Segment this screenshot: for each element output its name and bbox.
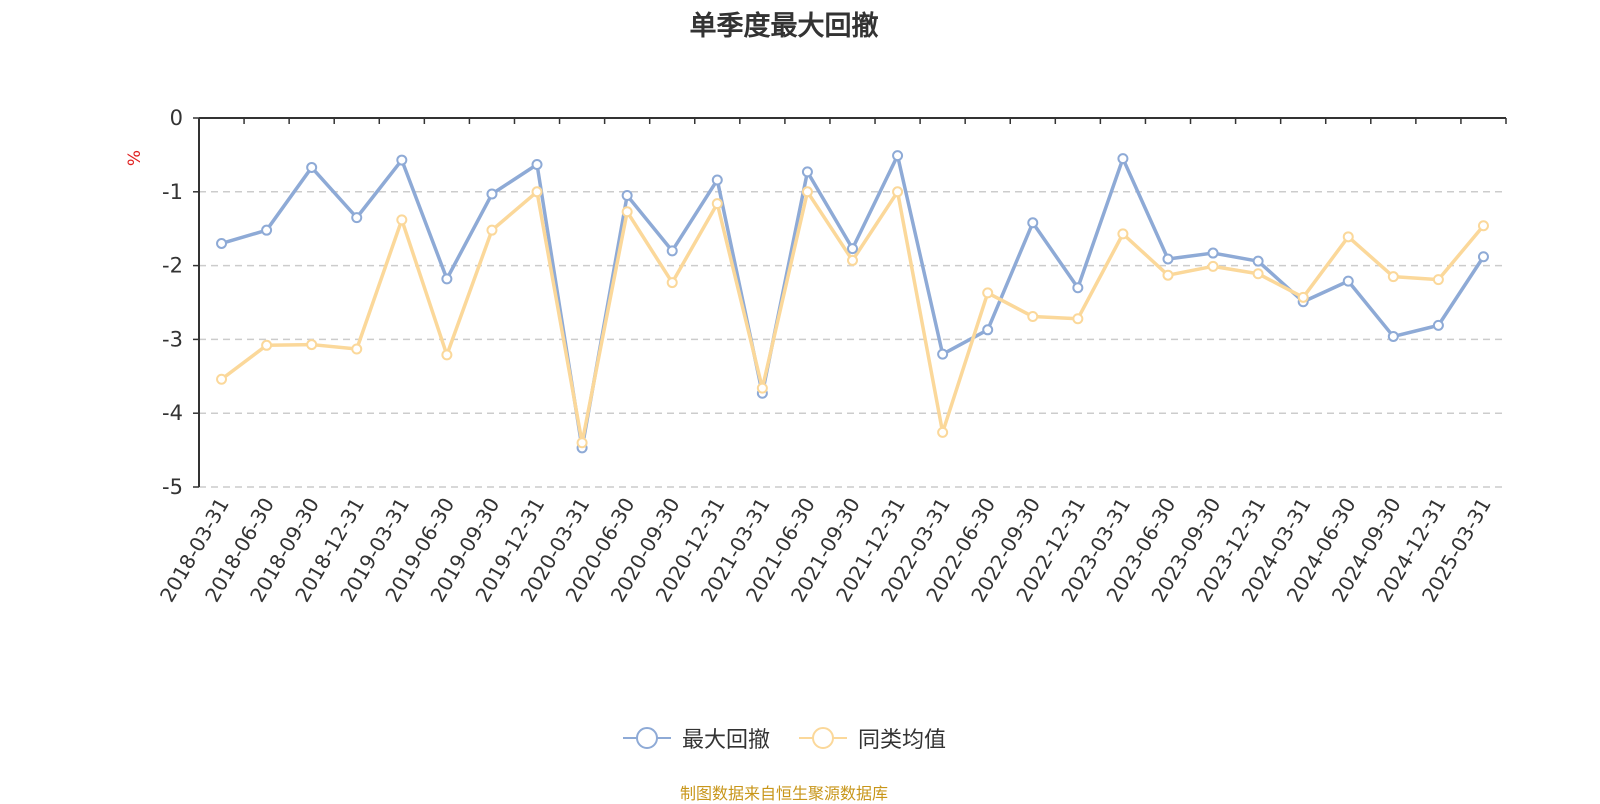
data-point[interactable] (486, 188, 498, 200)
data-point[interactable] (1117, 228, 1129, 240)
y-tick-label: 0 (170, 106, 183, 130)
source-note: 制图数据来自恒生聚源数据库 (679, 784, 888, 803)
data-point[interactable] (621, 189, 633, 201)
legend-swatch (622, 727, 671, 749)
y-tick-label: -2 (162, 254, 183, 278)
data-point[interactable] (531, 186, 543, 198)
data-points (216, 150, 1489, 454)
data-point[interactable] (756, 382, 768, 394)
y-axis-label: % (125, 150, 145, 166)
data-point[interactable] (847, 243, 858, 255)
legend-item-1[interactable]: 同类均值 (798, 722, 946, 754)
data-point[interactable] (1027, 217, 1039, 229)
data-point[interactable] (1117, 153, 1129, 165)
data-point[interactable] (711, 174, 723, 186)
data-point[interactable] (982, 324, 994, 336)
data-point[interactable] (801, 186, 813, 198)
data-point[interactable] (1072, 313, 1084, 325)
legend: 最大回撤 同类均值 (0, 722, 1568, 754)
data-point[interactable] (1162, 253, 1174, 265)
data-point[interactable] (1477, 220, 1489, 232)
data-point[interactable] (306, 339, 318, 351)
data-point[interactable] (216, 237, 228, 249)
y-tick-label: -1 (162, 180, 183, 204)
data-point[interactable] (847, 254, 858, 266)
data-point[interactable] (666, 277, 678, 289)
series-line-1 (220, 190, 1485, 445)
data-point[interactable] (1027, 311, 1039, 323)
data-point[interactable] (1252, 255, 1264, 267)
data-point[interactable] (1072, 282, 1084, 294)
data-point[interactable] (441, 273, 453, 285)
data-point[interactable] (351, 212, 363, 224)
legend-label: 同类均值 (858, 728, 947, 753)
data-point[interactable] (441, 349, 453, 361)
legend-label: 最大回撤 (681, 728, 770, 753)
data-point[interactable] (1207, 247, 1219, 259)
chart-title: 单季度最大回撤 (689, 11, 879, 42)
axes (193, 117, 1507, 488)
y-tick-label: -3 (162, 327, 183, 351)
data-point[interactable] (892, 150, 904, 162)
data-point[interactable] (1477, 251, 1489, 263)
data-point[interactable] (1342, 275, 1354, 287)
data-point[interactable] (1387, 330, 1399, 342)
data-point[interactable] (1162, 269, 1174, 281)
legend-swatch (799, 727, 847, 749)
y-tick-label: -5 (162, 475, 183, 499)
data-point[interactable] (1387, 271, 1399, 283)
data-point[interactable] (396, 214, 408, 226)
data-point[interactable] (892, 186, 904, 198)
data-point[interactable] (261, 339, 273, 351)
data-point[interactable] (1432, 319, 1444, 331)
data-point[interactable] (576, 437, 588, 449)
legend-item-0[interactable]: 最大回撤 (622, 722, 770, 754)
data-point[interactable] (982, 287, 994, 299)
data-point[interactable] (216, 373, 228, 385)
data-point[interactable] (937, 348, 949, 360)
y-tick-label: -4 (162, 401, 183, 425)
data-point[interactable] (351, 343, 363, 355)
data-point[interactable] (1342, 231, 1354, 243)
data-point[interactable] (531, 158, 543, 170)
tick-labels: 0-1-2-3-4-5%2018-03-312018-06-302018-09-… (125, 106, 1496, 606)
data-point[interactable] (621, 206, 633, 218)
data-point[interactable] (1252, 268, 1264, 280)
series-lines (220, 153, 1485, 450)
data-point[interactable] (486, 224, 498, 236)
series-line-0 (221, 153, 1485, 450)
data-point[interactable] (1207, 260, 1219, 272)
data-point[interactable] (711, 198, 723, 210)
data-point[interactable] (937, 426, 949, 438)
data-point[interactable] (396, 154, 408, 166)
data-point[interactable] (1297, 291, 1309, 303)
data-point[interactable] (261, 224, 273, 236)
data-point[interactable] (801, 166, 813, 178)
data-point[interactable] (1432, 274, 1444, 286)
data-point[interactable] (306, 161, 318, 173)
data-point[interactable] (666, 245, 678, 257)
